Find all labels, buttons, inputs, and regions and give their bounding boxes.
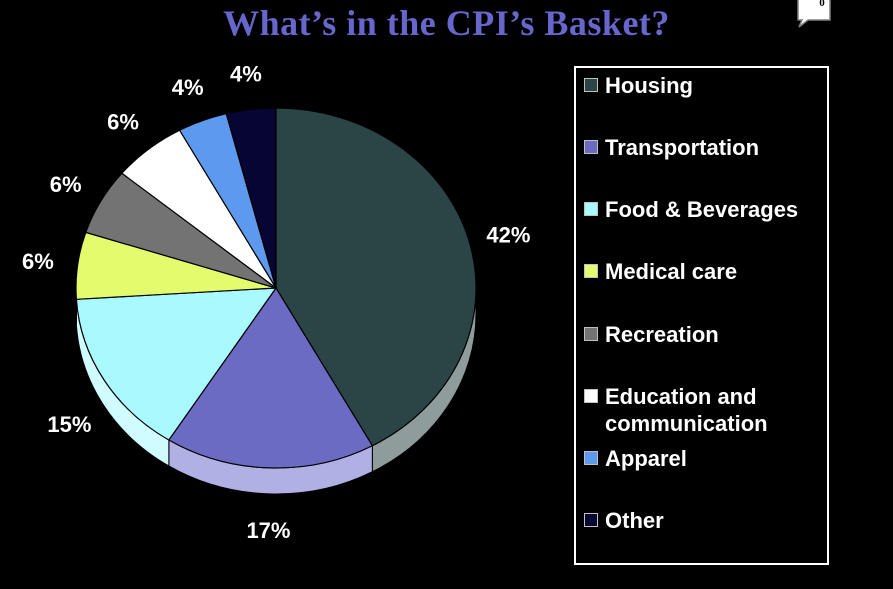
legend-label: Education and communication xyxy=(605,384,768,436)
data-label-housing: 42% xyxy=(486,222,530,247)
legend-label: Other xyxy=(605,508,664,533)
legend-swatch xyxy=(584,140,598,154)
comment-icon[interactable] xyxy=(796,0,832,28)
legend-label: Recreation xyxy=(605,322,719,347)
data-label-food-beverages: 15% xyxy=(47,412,91,437)
chart-legend: Housing Transportation Food & Beverages Med… xyxy=(574,66,829,565)
legend-swatch xyxy=(584,451,598,465)
pie-slice-food-beverages xyxy=(75,287,278,441)
legend-item-housing: Housing xyxy=(584,72,693,99)
legend-swatch xyxy=(584,389,598,403)
legend-label: Food & Beverages xyxy=(605,197,799,222)
legend-item-other: Other xyxy=(584,507,664,534)
comment-count: 0 xyxy=(819,0,825,9)
legend-item-apparel: Apparel xyxy=(584,445,687,472)
data-label-medical-care: 6% xyxy=(22,249,54,274)
legend-label: Transportation xyxy=(605,135,760,160)
legend-label: Housing xyxy=(605,73,693,98)
legend-item-recreation: Recreation xyxy=(584,321,719,348)
legend-swatch xyxy=(584,327,598,341)
pie-slice-housing xyxy=(275,107,477,447)
data-label-education-and-communication: 6% xyxy=(107,110,139,135)
legend-item-education-and-communication: Education and communication xyxy=(584,383,768,437)
pie-chart: 42% 17% 15% 6% 6% 6% 4% 4% xyxy=(22,62,530,543)
data-label-transportation: 17% xyxy=(246,518,290,543)
chart-title: What’s in the CPI’s Basket? xyxy=(223,3,670,43)
legend-swatch xyxy=(584,78,598,92)
legend-item-food-beverages: Food & Beverages xyxy=(584,196,798,223)
legend-label: Apparel xyxy=(605,446,687,471)
data-label-apparel: 4% xyxy=(172,75,204,100)
legend-swatch xyxy=(584,513,598,527)
legend-swatch xyxy=(584,264,598,278)
pie-side-walls xyxy=(75,287,477,495)
legend-swatch xyxy=(584,202,598,216)
pie-slice-other xyxy=(225,107,277,289)
pie-slice-transportation xyxy=(167,286,374,469)
data-label-recreation: 6% xyxy=(50,172,82,197)
legend-label: Medical care xyxy=(605,259,738,284)
data-label-other: 4% xyxy=(230,62,262,87)
legend-item-medical-care: Medical care xyxy=(584,258,737,285)
legend-item-transportation: Transportation xyxy=(584,134,759,161)
